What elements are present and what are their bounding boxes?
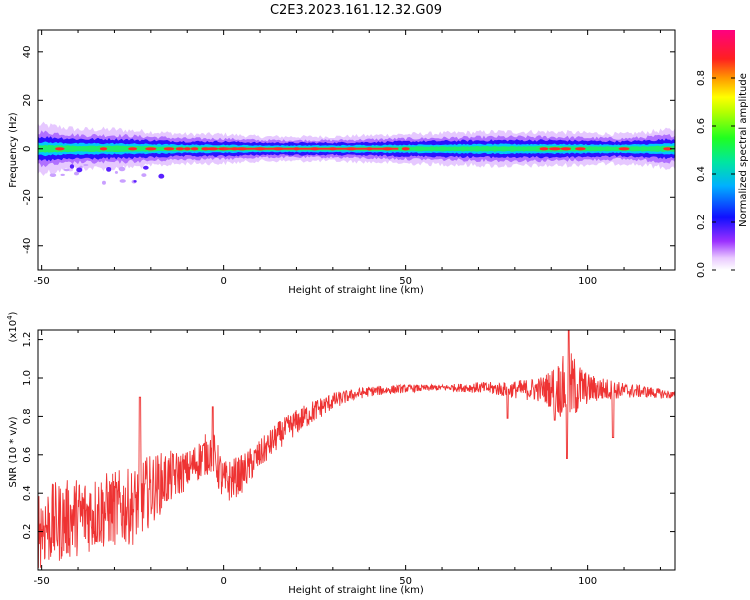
spectrogram-band [38, 121, 675, 185]
spectrogram-hot-spot [575, 147, 586, 151]
figure-title: C2E3.2023.161.12.32.G09 [270, 3, 442, 18]
spectrogram-hot-spot [55, 147, 65, 151]
colorbar-tick-label: 0.6 [696, 118, 707, 134]
snr-scale-label: (x104) [6, 311, 19, 342]
spectrogram-y-label: Frequency (Hz) [8, 112, 19, 188]
snr-series [38, 330, 675, 569]
spectrogram-frame [37, 29, 676, 271]
spectrogram-speckle [69, 164, 75, 169]
spectrogram-hot-spot [128, 147, 138, 151]
spectrogram-speckle [76, 167, 83, 173]
snr-x-tick-label: 0 [220, 576, 226, 587]
colorbar-tick-label: 0.8 [696, 70, 707, 86]
spectrogram-speckle [119, 179, 126, 183]
spectrogram-speckle [63, 168, 70, 172]
colorbar-tick-label: 0.2 [696, 214, 707, 230]
spectrogram-speckle [118, 166, 126, 172]
spectrogram-hot-spot [539, 147, 549, 151]
colorbar-tick-label: 0.0 [696, 262, 707, 278]
snr-y-tick-label: 1.2 [22, 332, 33, 348]
snr-y-label: SNR (10 * v/v) [8, 416, 19, 487]
spectrogram-y-tick-label: 20 [22, 94, 33, 107]
colorbar-label: Normalized spectral amplitude [738, 73, 749, 227]
spectrogram-x-tick-label: 0 [220, 276, 226, 287]
spectrogram-y-tick-label: -20 [22, 189, 33, 205]
snr-line [38, 330, 675, 569]
spectrogram-hot-spot [401, 147, 410, 151]
spectrogram-hot-spot [663, 147, 673, 151]
snr-y-tick-label: 1.0 [22, 370, 33, 386]
spectrogram-hot-spot [145, 147, 157, 151]
snr-x-label: Height of straight line (km) [288, 585, 424, 596]
spectrogram-x-tick-label: -50 [33, 276, 49, 287]
spectrogram-speckle [133, 180, 137, 183]
spectrogram-y-tick-label: 0 [22, 146, 33, 152]
spectrogram-hot-spot [618, 147, 630, 151]
snr-y-tick-label: 0.4 [22, 485, 33, 501]
spectrogram-speckle [83, 163, 89, 167]
spectrogram-y-tick-label: 40 [22, 45, 33, 58]
spectrogram-hot-spot [163, 147, 175, 151]
spectrogram-x-label: Height of straight line (km) [288, 285, 424, 296]
spectrogram-speckle [114, 170, 118, 174]
snr-panel: -50 0 50 100 0.2 0.4 0.6 0.8 1.0 1.2 Height of st… [6, 311, 676, 596]
colorbar-gradient [712, 30, 735, 270]
spectrogram-hot-spot [99, 147, 108, 151]
snr-y-tick-label: 0.8 [22, 408, 33, 424]
snr-x-tick-label: -50 [33, 576, 49, 587]
spectrogram-panel: -50 0 50 100 40 20 0 -20 -40 Height of straight … [8, 29, 676, 296]
spectrogram-hot-spot [560, 147, 572, 151]
spectrogram-x-tick-label: 50 [399, 276, 412, 287]
spectrogram-hot-spot [207, 147, 219, 151]
spectrogram-hot-spot [190, 147, 199, 151]
spectrogram-speckle [106, 166, 112, 172]
spectrogram-speckle [101, 180, 106, 185]
colorbar-tick-label: 0.4 [696, 166, 707, 182]
spectrogram-hot-spot [183, 147, 191, 151]
spectrogram-speckle [49, 173, 57, 177]
colorbar-ticks: 0.0 0.2 0.4 0.6 0.8 [696, 70, 735, 278]
snr-frame [37, 329, 676, 571]
spectrogram-hot-spot [175, 147, 185, 151]
spectrogram-speckle [141, 173, 147, 177]
spectrogram-speckle [158, 173, 165, 179]
spectrogram-y-tick-label: -40 [22, 238, 33, 254]
spectrogram-speckle [143, 165, 149, 170]
snr-axes: -50 0 50 100 0.2 0.4 0.6 0.8 1.0 1.2 [22, 330, 675, 587]
snr-x-tick-label: 50 [399, 576, 412, 587]
spectrogram-hot-spot [548, 147, 561, 151]
spectrogram-x-tick-label: 100 [578, 276, 597, 287]
spectrogram-axes: -50 0 50 100 40 20 0 -20 -40 [22, 30, 675, 287]
spectrogram-speckle [73, 171, 80, 176]
snr-y-tick-label: 0.2 [22, 524, 33, 540]
spectrogram-speckle [60, 173, 65, 176]
colorbar: 0.0 0.2 0.4 0.6 0.8 Normalized spectral ampl… [696, 30, 749, 278]
spectrogram-hot-spot [201, 147, 210, 151]
snr-y-tick-label: 0.6 [22, 447, 33, 463]
snr-x-tick-label: 100 [578, 576, 597, 587]
